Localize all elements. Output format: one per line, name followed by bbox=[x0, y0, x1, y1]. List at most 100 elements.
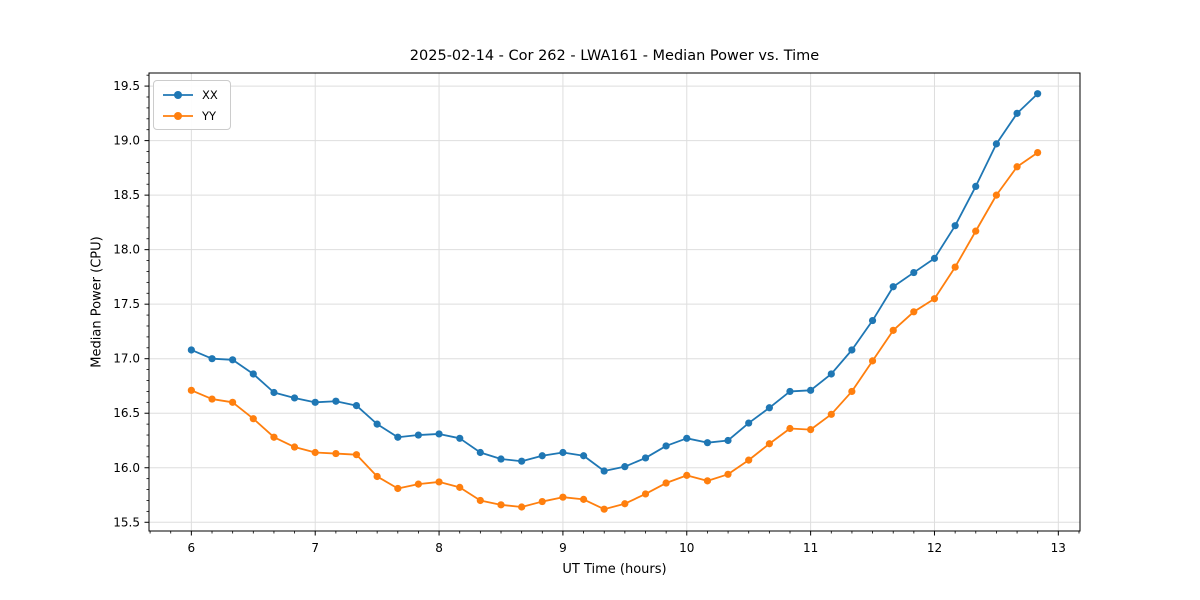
x-tick-label: 11 bbox=[803, 541, 818, 555]
legend-swatch-xx-icon bbox=[163, 90, 193, 99]
series-xx-marker bbox=[972, 182, 980, 191]
series-xx-marker bbox=[497, 455, 505, 463]
legend: XX YY bbox=[153, 80, 231, 130]
axes-spines bbox=[148, 72, 1081, 532]
series-yy-marker bbox=[435, 478, 443, 486]
series-xx-marker bbox=[848, 346, 856, 354]
series-xx-marker bbox=[414, 431, 422, 439]
series-yy-marker bbox=[868, 357, 877, 365]
series-yy-marker bbox=[683, 471, 691, 479]
series-xx-marker bbox=[208, 355, 216, 363]
series-yy-marker bbox=[249, 415, 257, 423]
series-xx-marker bbox=[456, 434, 464, 442]
series-yy-marker bbox=[765, 440, 773, 448]
series-xx-marker bbox=[992, 140, 1001, 148]
y-tick-label: 19.0 bbox=[113, 134, 140, 148]
series-yy-marker bbox=[1034, 149, 1042, 157]
series-yy-marker bbox=[332, 449, 340, 458]
y-tick-label: 19.5 bbox=[113, 79, 140, 93]
series-yy-marker bbox=[807, 425, 815, 434]
series-yy-marker bbox=[786, 424, 794, 433]
series-xx-marker bbox=[332, 397, 340, 405]
y-tick-label: 18.5 bbox=[113, 188, 140, 202]
series-xx-marker bbox=[910, 268, 918, 277]
series-xx-marker bbox=[683, 434, 691, 442]
series-xx-marker bbox=[745, 419, 753, 427]
series-yy-marker bbox=[580, 495, 588, 503]
series-yy-marker bbox=[311, 448, 319, 457]
series-xx-marker bbox=[827, 370, 835, 378]
x-tick-label: 13 bbox=[1051, 541, 1066, 555]
series-yy-marker bbox=[930, 295, 939, 303]
series-xx-marker bbox=[807, 386, 815, 394]
x-tick-label: 6 bbox=[188, 541, 196, 555]
series-yy-marker bbox=[538, 497, 546, 506]
series-xx-marker bbox=[311, 398, 319, 406]
series-yy-marker bbox=[497, 501, 505, 509]
x-tick-label: 7 bbox=[311, 541, 319, 555]
series-xx-marker bbox=[786, 387, 794, 396]
series-xx-marker bbox=[930, 254, 939, 262]
series-yy-marker bbox=[208, 395, 216, 403]
series-yy-marker bbox=[559, 493, 567, 501]
series-xx-marker bbox=[538, 452, 546, 460]
legend-label-xx: XX bbox=[202, 87, 218, 102]
y-tick-label: 18.0 bbox=[113, 243, 140, 257]
series-xx-marker bbox=[703, 439, 712, 447]
series-yy-marker bbox=[910, 308, 918, 316]
series-xx-marker bbox=[641, 454, 650, 462]
series-yy-marker bbox=[1013, 163, 1021, 171]
series-yy-marker bbox=[476, 496, 484, 505]
series-yy-marker bbox=[394, 484, 402, 493]
series-xx-marker bbox=[951, 222, 959, 230]
x-tick-label: 10 bbox=[679, 541, 694, 555]
series-yy-marker bbox=[745, 456, 753, 464]
series-yy-marker bbox=[270, 433, 278, 441]
series-yy-marker bbox=[992, 191, 1001, 199]
series-yy-marker bbox=[229, 398, 237, 406]
legend-marker-yy bbox=[174, 111, 182, 120]
series-xx-marker bbox=[435, 430, 443, 438]
series-xx-marker bbox=[724, 436, 732, 445]
series-yy-marker bbox=[848, 387, 856, 396]
x-axis-label: UT Time (hours) bbox=[562, 562, 667, 577]
x-tick-label: 9 bbox=[559, 541, 567, 555]
series-yy-marker bbox=[827, 410, 835, 418]
y-tick-label: 16.0 bbox=[113, 461, 140, 475]
series-yy-marker bbox=[703, 477, 712, 485]
series-xx-marker bbox=[1013, 109, 1021, 117]
series-yy-marker bbox=[662, 479, 670, 487]
series-yy-marker bbox=[724, 470, 732, 478]
series-yy-marker bbox=[600, 505, 608, 513]
series-xx-marker bbox=[476, 448, 484, 457]
series-xx-marker bbox=[373, 420, 381, 428]
y-tick-label: 17.0 bbox=[113, 352, 140, 366]
x-tick-label: 8 bbox=[435, 541, 443, 555]
series-xx-marker bbox=[290, 394, 299, 402]
series-xx-marker bbox=[600, 467, 608, 475]
series-xx-marker bbox=[518, 457, 526, 465]
series-xx-marker bbox=[765, 404, 773, 412]
series-yy-line bbox=[190, 151, 1039, 511]
legend-item-yy: YY bbox=[161, 105, 218, 126]
series-yy-marker bbox=[352, 451, 361, 459]
series-xx-marker bbox=[621, 463, 629, 471]
series-yy-marker bbox=[951, 263, 959, 271]
series-xx-marker bbox=[352, 402, 361, 410]
series-xx-marker bbox=[889, 283, 897, 291]
legend-swatch-yy-icon bbox=[163, 111, 193, 120]
series-yy-marker bbox=[641, 490, 650, 498]
series-yy-marker bbox=[414, 480, 422, 488]
y-axis-label: Median Power (CPU) bbox=[89, 236, 105, 368]
series-xx-marker bbox=[229, 356, 237, 364]
series-xx-marker bbox=[270, 388, 278, 397]
series-xx-marker bbox=[580, 452, 588, 460]
series-yy-marker bbox=[187, 386, 195, 394]
series-xx-marker bbox=[1034, 90, 1042, 98]
series-xx-marker bbox=[559, 448, 567, 457]
chart-title: 2025-02-14 - Cor 262 - LWA161 - Median P… bbox=[409, 48, 820, 64]
series-xx-marker bbox=[249, 370, 257, 378]
series-yy-marker bbox=[456, 483, 464, 491]
